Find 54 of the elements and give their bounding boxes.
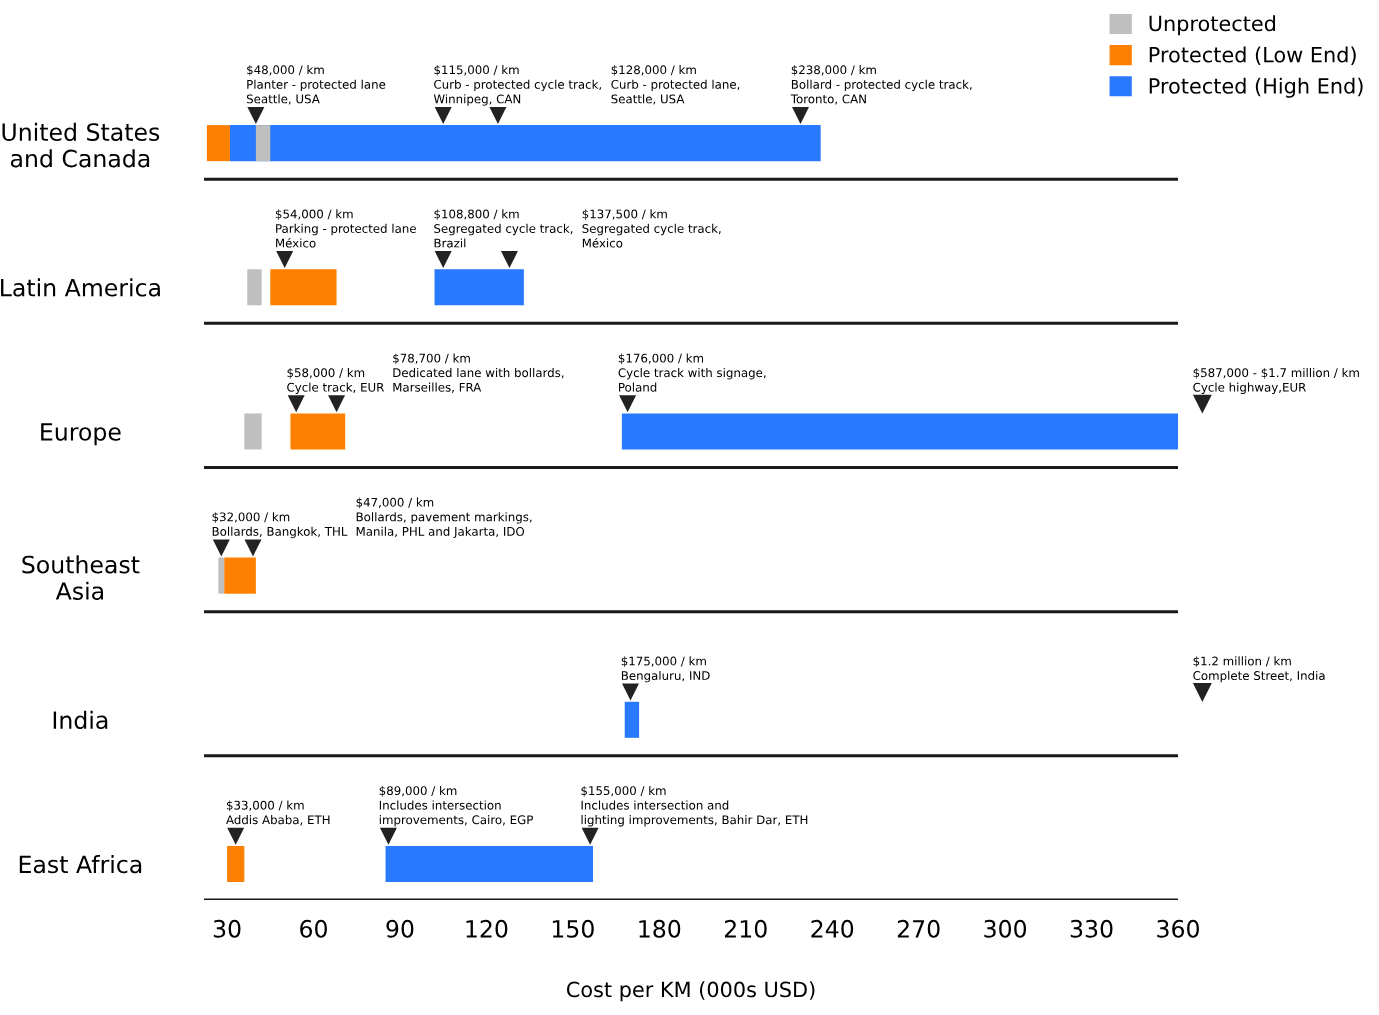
- annotation: $137,500 / km Segregated cycle track, México: [582, 209, 721, 248]
- annotation: $33,000 / km Addis Ababa, ETH: [226, 800, 330, 826]
- legend-label: Protected (Low End): [1149, 46, 1356, 65]
- bar: [290, 413, 346, 450]
- x-tick-label: 360: [1157, 919, 1199, 938]
- bar: [224, 557, 256, 594]
- annotation: $238,000 / km Bollard - protected cycle track, Toronto, CAN: [790, 65, 972, 105]
- y-tick-label: Latin America: [1, 278, 160, 297]
- annotation: $175,000 / km Bengaluru, IND: [621, 656, 710, 683]
- legend-label: Protected (High End): [1149, 77, 1363, 98]
- annotation: $128,000 / km Curb - protected lane, Seattle, USA: [611, 65, 740, 105]
- annotation: $108,800 / km Segregated cycle track, Brazil: [434, 209, 573, 248]
- bar: [206, 125, 230, 162]
- annotation: $32,000 / km Bollards, Bangkok, THL: [212, 512, 348, 539]
- x-tick-label: 60: [300, 919, 327, 938]
- y-tick-label: East Africa: [19, 854, 142, 874]
- text: $1.2 million / km Complete Street, India: [1193, 656, 1325, 683]
- y-tick-label: United States and Canada: [2, 122, 160, 168]
- x-tick-label: 150: [552, 919, 594, 938]
- annotation: $47,000 / km Bollards, pavement markings, Manila, PHL and Jakarta, IDO: [356, 497, 532, 539]
- bar: [385, 845, 594, 882]
- bar: [621, 413, 1178, 450]
- annotation: $54,000 / km Parking - protected lane México: [275, 209, 416, 248]
- annotation: $48,000 / km Planter - protected lane Seattle, USA: [246, 65, 386, 105]
- x-tick-label: 240: [811, 919, 854, 938]
- y-tick-label: India: [53, 710, 108, 730]
- annotation: $115,000 / km Curb - protected cycle track, Winnipeg, CAN: [433, 65, 602, 106]
- annotation: $155,000 / km Includes intersection and lighting improvements, Bahir Dar, ETH: [581, 785, 808, 827]
- annotation: $89,000 / km Includes intersection improvements, Cairo, EGP: [379, 785, 533, 827]
- x-tick-label: 270: [897, 919, 940, 938]
- x-tick-label: 30: [213, 919, 241, 938]
- bar: [227, 845, 245, 882]
- x-tick-label: 330: [1070, 919, 1113, 938]
- bar: [229, 125, 821, 162]
- bar: [218, 557, 225, 594]
- y-tick-label: Southeast Asia: [22, 555, 140, 600]
- text: $587,000 - $1.7 million / km Cycle highway,EUR: [1193, 368, 1359, 394]
- bar: [624, 701, 640, 738]
- bar: [434, 269, 524, 306]
- annotation: $58,000 / km Cycle track, EUR: [287, 368, 385, 394]
- x-tick-label: 180: [639, 919, 681, 938]
- bar: [244, 413, 262, 450]
- legend-label: Unprotected: [1149, 15, 1276, 36]
- y-tick-label: Europe: [41, 423, 121, 446]
- x-tick-label: 120: [466, 919, 508, 938]
- bar: [270, 269, 337, 306]
- x-tick-label: 300: [984, 919, 1027, 938]
- annotation: $176,000 / km Cycle track with signage, Poland: [618, 353, 766, 392]
- x-axis-title: Cost per KM (000s USD): [566, 981, 815, 1002]
- annotation: $78,700 / km Dedicated lane with bollards, Marseilles, FRA: [393, 353, 564, 393]
- x-tick-label: 90: [386, 919, 414, 938]
- bar: [247, 269, 262, 306]
- x-tick-label: 210: [724, 919, 767, 938]
- bar: [255, 125, 271, 162]
